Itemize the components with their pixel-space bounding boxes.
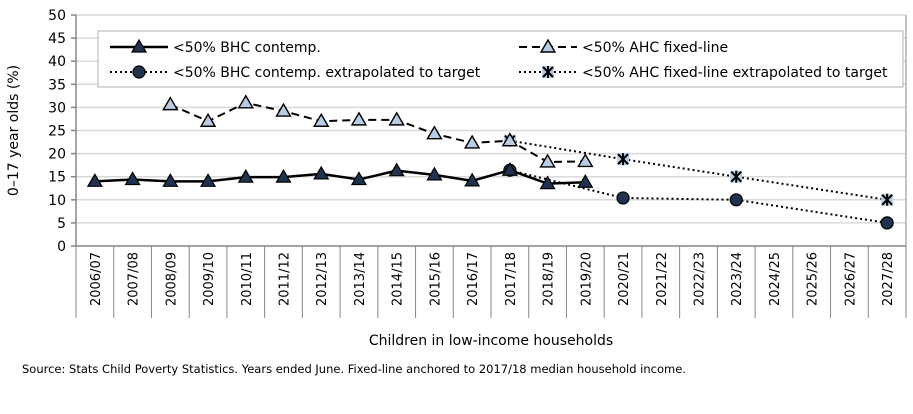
y-axis-label: 0–17 year olds (%) xyxy=(6,65,22,196)
y-tick-label: 45 xyxy=(48,31,66,47)
x-tick-label: 2020/21 xyxy=(617,252,632,306)
data-point-s1-9 xyxy=(426,125,443,140)
data-point-s2-17 xyxy=(729,193,743,207)
data-point-s2-14 xyxy=(616,191,630,205)
data-point-s1-5 xyxy=(275,102,292,117)
y-tick-label: 15 xyxy=(48,170,66,186)
series-line-3 xyxy=(509,139,888,201)
data-point-s1-4 xyxy=(237,94,254,109)
x-tick-label: 2010/11 xyxy=(240,252,255,306)
data-point-s1-12 xyxy=(539,153,556,168)
y-tick-label: 0 xyxy=(57,239,66,255)
x-tick-label: 2023/24 xyxy=(730,252,745,306)
data-point-s1-10 xyxy=(463,134,481,149)
y-tick-label: 30 xyxy=(48,100,66,116)
y-tick-label: 50 xyxy=(48,8,66,24)
data-point-s1-11 xyxy=(501,132,519,147)
legend-label-0: <50% BHC contemp. xyxy=(173,40,321,56)
legend-marker-3 xyxy=(542,66,554,78)
x-tick-label: 2011/12 xyxy=(278,252,293,306)
y-tick-label: 10 xyxy=(48,193,66,209)
data-point-s0-3 xyxy=(200,173,217,187)
data-point-s0-8 xyxy=(388,162,405,177)
data-point-s3-17 xyxy=(730,170,743,183)
x-tick-label: 2006/07 xyxy=(89,252,104,306)
legend-label-1: <50% AHC fixed-line xyxy=(582,40,728,56)
data-point-s1-3 xyxy=(199,112,217,127)
x-tick-label: 2016/17 xyxy=(466,252,481,306)
legend-marker-2 xyxy=(132,65,146,79)
x-tick-label: 2018/19 xyxy=(542,252,557,306)
data-point-s3-21 xyxy=(881,193,894,206)
data-point-s0-4 xyxy=(237,168,254,183)
data-point-s1-13 xyxy=(577,153,594,168)
x-tick-label: 2025/26 xyxy=(806,252,821,306)
data-point-s0-6 xyxy=(313,165,330,180)
x-tick-label: 2022/23 xyxy=(693,252,708,306)
data-point-s3-14 xyxy=(617,153,630,166)
x-tick-label: 2012/13 xyxy=(315,252,330,306)
data-point-s0-13 xyxy=(577,174,594,188)
source-note: Source: Stats Child Poverty Statistics. … xyxy=(22,362,686,376)
x-tick-label: 2007/08 xyxy=(127,252,142,306)
x-tick-label: 2024/25 xyxy=(768,252,783,306)
y-tick-label: 35 xyxy=(48,77,66,93)
data-point-s0-0 xyxy=(86,173,103,187)
series-line-2 xyxy=(509,169,888,224)
legend-label-2: <50% BHC contemp. extrapolated to target xyxy=(173,65,481,81)
data-point-s1-6 xyxy=(313,112,330,127)
x-axis-label: Children in low-income households xyxy=(369,333,613,349)
x-tick-label: 2017/18 xyxy=(504,252,519,306)
data-point-s1-8 xyxy=(388,111,405,126)
data-point-s0-12 xyxy=(539,175,556,190)
legend xyxy=(97,30,904,88)
data-point-s0-9 xyxy=(426,166,443,181)
data-point-s0-10 xyxy=(464,172,481,187)
data-point-s0-11 xyxy=(501,162,518,176)
data-point-s2-21 xyxy=(880,216,894,230)
data-point-s0-5 xyxy=(275,168,292,183)
x-tick-label: 2027/28 xyxy=(881,252,896,306)
y-tick-label: 5 xyxy=(57,216,66,232)
x-tick-label: 2015/16 xyxy=(428,252,443,306)
y-tick-label: 25 xyxy=(48,124,66,140)
data-point-s1-7 xyxy=(350,111,368,126)
data-point-s1-2 xyxy=(162,96,179,111)
legend-marker-0 xyxy=(130,38,148,53)
data-point-s0-2 xyxy=(162,173,179,187)
y-tick-label: 40 xyxy=(48,54,66,70)
x-tick-label: 2009/10 xyxy=(202,252,217,306)
x-tick-label: 2019/20 xyxy=(579,252,594,306)
x-tick-label: 2014/15 xyxy=(391,252,406,306)
x-tick-label: 2013/14 xyxy=(353,252,368,306)
data-point-s0-7 xyxy=(350,171,367,186)
legend-marker-1 xyxy=(539,38,557,53)
x-tick-label: 2008/09 xyxy=(164,252,179,306)
y-tick-label: 20 xyxy=(48,147,66,163)
data-point-s0-1 xyxy=(124,171,141,186)
legend-label-3: <50% AHC fixed-line extrapolated to targ… xyxy=(582,65,888,81)
x-tick-label: 2021/22 xyxy=(655,252,670,306)
x-tick-label: 2026/27 xyxy=(843,252,858,306)
